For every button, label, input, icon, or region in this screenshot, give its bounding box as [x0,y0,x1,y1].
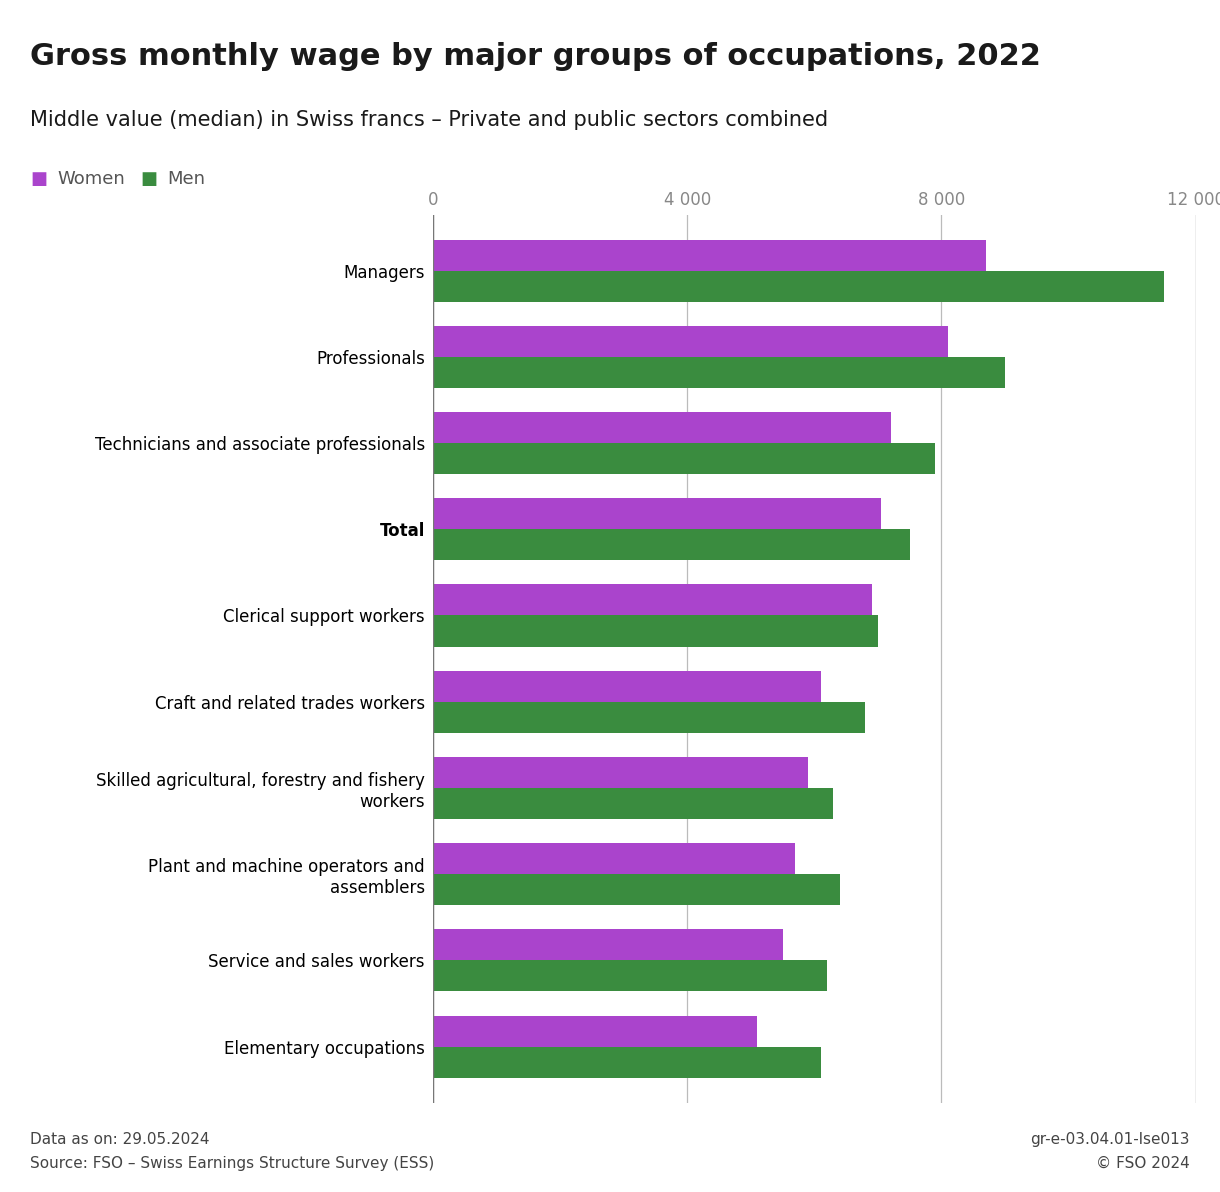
Bar [433,757,808,788]
Bar [433,788,833,819]
Bar [433,443,935,474]
Bar [433,529,910,560]
Text: Men: Men [167,170,205,188]
Bar [433,874,839,905]
Bar [433,843,795,874]
Text: Women: Women [57,170,126,188]
Text: Gross monthly wage by major groups of occupations, 2022: Gross monthly wage by major groups of oc… [30,42,1042,70]
Text: gr-e-03.04.01-lse013: gr-e-03.04.01-lse013 [1030,1131,1190,1147]
Bar [433,356,1005,387]
Text: Data as on: 29.05.2024: Data as on: 29.05.2024 [30,1131,210,1147]
Bar [433,615,878,646]
Text: Source: FSO – Swiss Earnings Structure Survey (ESS): Source: FSO – Swiss Earnings Structure S… [30,1155,434,1171]
Bar [433,1047,821,1078]
Bar [433,412,891,443]
Bar [433,930,782,961]
Text: Middle value (median) in Swiss francs – Private and public sectors combined: Middle value (median) in Swiss francs – … [30,110,828,130]
Bar [433,325,948,356]
Bar [433,702,865,733]
Text: ■: ■ [140,170,157,188]
Bar [433,961,827,992]
Text: ■: ■ [30,170,48,188]
Bar [433,671,821,702]
Text: © FSO 2024: © FSO 2024 [1096,1155,1190,1171]
Bar [433,1016,758,1047]
Bar [433,584,871,615]
Bar [433,498,881,529]
Bar [433,240,986,271]
Bar [433,271,1164,302]
